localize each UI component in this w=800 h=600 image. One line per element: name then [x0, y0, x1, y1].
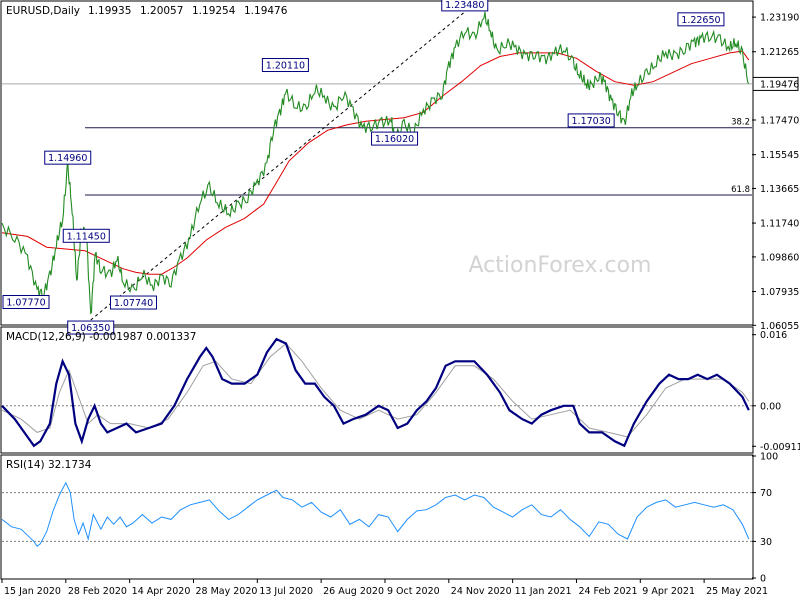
trendline	[90, 11, 466, 321]
svg-text:1.20110: 1.20110	[266, 61, 305, 72]
x-tick-label: 13 Jul 2020	[259, 586, 313, 597]
y-tick-label: 0.016	[760, 330, 787, 341]
y-tick-label: 1.17470	[760, 116, 799, 127]
fib-level-label: 61.8	[731, 185, 750, 195]
ohlc-close: 1.19476	[244, 5, 288, 17]
price-pane	[0, 0, 754, 326]
svg-text:1.14960: 1.14960	[48, 153, 87, 164]
rsi-line	[1, 481, 750, 548]
y-tick-label: 1.11740	[760, 219, 799, 230]
x-tick-label: 28 Feb 2020	[68, 586, 127, 597]
price-line	[1, 11, 750, 315]
pivot-label: 1.14960	[44, 150, 92, 165]
y-tick-label: 1.15545	[760, 150, 799, 161]
svg-text:1.17030: 1.17030	[572, 116, 611, 127]
ohlc-high: 1.20057	[140, 5, 183, 17]
pivot-label: 1.22650	[677, 12, 725, 27]
y-tick-label: -0.009116	[760, 442, 800, 453]
x-tick-label: 11 Jan 2021	[515, 586, 572, 597]
y-tick-label: 1.13665	[760, 184, 799, 195]
x-tick-label: 14 Apr 2020	[132, 586, 191, 597]
x-tick-label: 24 Nov 2020	[451, 586, 512, 597]
macd-signal-line	[1, 342, 750, 438]
y-tick-label: 1.23190	[760, 13, 799, 24]
svg-text:1.07770: 1.07770	[6, 297, 45, 308]
svg-text:1.22650: 1.22650	[681, 15, 720, 26]
y-tick-label: 100	[760, 452, 778, 463]
x-tick-label: 9 Apr 2021	[642, 586, 695, 597]
x-tick-label: 28 May 2020	[195, 586, 257, 597]
price-title: EURUSD,Daily	[6, 5, 80, 17]
y-tick-label: 0.00	[760, 401, 781, 412]
macd-line	[1, 337, 750, 448]
svg-text:1.11450: 1.11450	[67, 231, 106, 242]
pivot-label: 1.23480	[441, 0, 489, 12]
ohlc-open: 1.19935	[88, 5, 131, 17]
watermark: ActionForex.com	[469, 253, 652, 278]
svg-text:1.19476: 1.19476	[760, 79, 799, 90]
pivot-label: 1.07770	[2, 294, 50, 309]
svg-text:1.07740: 1.07740	[114, 298, 153, 309]
pivot-label: 1.17030	[567, 113, 615, 128]
pivot-label: 1.07740	[109, 295, 157, 310]
y-tick-label: 70	[760, 488, 772, 499]
svg-text:1.23480: 1.23480	[445, 0, 484, 11]
x-tick-label: 24 Feb 2021	[578, 586, 637, 597]
pivot-label: 1.20110	[261, 58, 309, 73]
y-tick-label: 0	[760, 574, 766, 585]
fib-level-label: 38.2	[731, 118, 750, 128]
pivot-label: 1.06350	[67, 320, 115, 335]
rsi-title: RSI(14) 32.1734	[6, 459, 92, 471]
x-tick-label: 26 Aug 2020	[323, 586, 384, 597]
svg-text:1.16020: 1.16020	[375, 134, 414, 145]
x-tick-label: 15 Jan 2020	[4, 586, 61, 597]
y-tick-label: 30	[760, 537, 772, 548]
svg-text:1.06350: 1.06350	[71, 323, 110, 334]
moving-average-line	[1, 50, 750, 275]
x-tick-label: 9 Oct 2020	[387, 586, 440, 597]
macd-title: MACD(12,26,9) -0.001987 0.001337	[6, 331, 196, 343]
ohlc-low: 1.19254	[192, 5, 236, 17]
y-tick-label: 1.21265	[760, 47, 799, 58]
pivot-label: 1.11450	[62, 228, 110, 243]
y-tick-label: 1.07935	[760, 287, 799, 298]
y-tick-label: 1.06055	[760, 321, 799, 332]
macd-pane	[0, 326, 754, 454]
current-price-box: 1.19476	[752, 76, 799, 91]
x-tick-label: 25 May 2021	[706, 586, 768, 597]
y-tick-label: 1.09860	[760, 252, 799, 263]
pivot-label: 1.16020	[371, 131, 419, 146]
